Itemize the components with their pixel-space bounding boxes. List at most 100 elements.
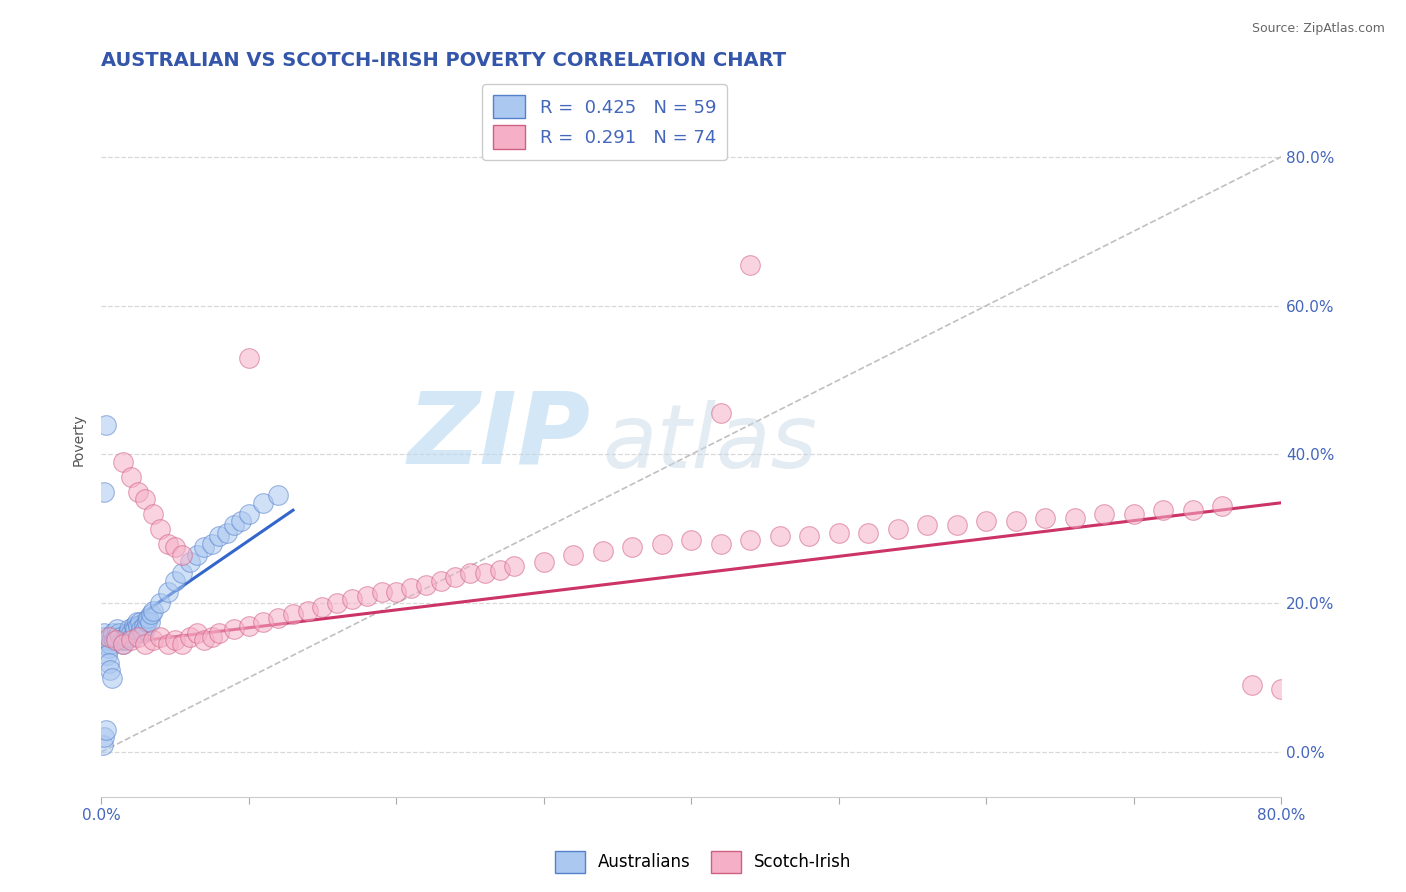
- Point: [172, 637, 194, 651]
- Point: [114, 633, 136, 648]
- Point: [125, 615, 148, 629]
- Point: [156, 537, 179, 551]
- Point: [117, 626, 139, 640]
- Legend: Australians, Scotch-Irish: Australians, Scotch-Irish: [548, 845, 858, 880]
- Point: [134, 491, 156, 506]
- Point: [326, 596, 349, 610]
- Point: [1240, 678, 1263, 692]
- Point: [208, 529, 231, 543]
- Point: [385, 585, 408, 599]
- Text: ZIP: ZIP: [408, 387, 591, 484]
- Point: [142, 507, 165, 521]
- Point: [96, 633, 118, 648]
- Point: [267, 488, 290, 502]
- Point: [97, 640, 120, 655]
- Point: [297, 604, 319, 618]
- Point: [115, 630, 138, 644]
- Point: [97, 656, 120, 670]
- Point: [201, 537, 224, 551]
- Point: [231, 514, 253, 528]
- Point: [710, 407, 733, 421]
- Point: [156, 637, 179, 651]
- Point: [141, 607, 163, 622]
- Point: [710, 537, 733, 551]
- Point: [94, 417, 117, 432]
- Point: [740, 258, 762, 272]
- Point: [107, 622, 129, 636]
- Point: [799, 529, 821, 543]
- Point: [917, 518, 939, 533]
- Point: [740, 533, 762, 547]
- Point: [222, 622, 245, 636]
- Point: [887, 522, 910, 536]
- Point: [621, 541, 644, 555]
- Point: [681, 533, 703, 547]
- Point: [651, 537, 673, 551]
- Point: [93, 484, 115, 499]
- Point: [163, 541, 186, 555]
- Point: [163, 574, 186, 588]
- Point: [1211, 500, 1233, 514]
- Point: [503, 559, 526, 574]
- Point: [96, 648, 118, 663]
- Point: [415, 577, 437, 591]
- Point: [340, 592, 363, 607]
- Point: [356, 589, 378, 603]
- Point: [122, 618, 145, 632]
- Point: [101, 626, 124, 640]
- Point: [121, 630, 143, 644]
- Point: [91, 630, 114, 644]
- Point: [120, 626, 142, 640]
- Point: [1122, 507, 1144, 521]
- Point: [179, 630, 201, 644]
- Point: [120, 633, 142, 648]
- Point: [488, 563, 510, 577]
- Point: [186, 626, 208, 640]
- Y-axis label: Poverty: Poverty: [72, 413, 86, 466]
- Point: [172, 566, 194, 581]
- Point: [201, 630, 224, 644]
- Point: [94, 637, 117, 651]
- Point: [172, 548, 194, 562]
- Point: [976, 514, 998, 528]
- Point: [1270, 681, 1292, 696]
- Point: [769, 529, 792, 543]
- Point: [222, 518, 245, 533]
- Point: [156, 585, 179, 599]
- Point: [1063, 510, 1085, 524]
- Text: Source: ZipAtlas.com: Source: ZipAtlas.com: [1251, 22, 1385, 36]
- Point: [946, 518, 969, 533]
- Point: [858, 525, 880, 540]
- Point: [138, 611, 160, 625]
- Point: [1152, 503, 1174, 517]
- Point: [149, 596, 172, 610]
- Point: [128, 615, 150, 629]
- Point: [124, 622, 146, 636]
- Point: [238, 351, 260, 365]
- Point: [103, 633, 125, 648]
- Point: [127, 484, 149, 499]
- Legend: R =  0.425   N = 59, R =  0.291   N = 74: R = 0.425 N = 59, R = 0.291 N = 74: [482, 84, 727, 160]
- Point: [118, 622, 141, 636]
- Point: [112, 637, 135, 651]
- Point: [592, 544, 614, 558]
- Point: [474, 566, 496, 581]
- Point: [267, 611, 290, 625]
- Point: [163, 633, 186, 648]
- Point: [281, 607, 304, 622]
- Point: [142, 633, 165, 648]
- Point: [252, 615, 274, 629]
- Point: [252, 496, 274, 510]
- Point: [208, 626, 231, 640]
- Text: AUSTRALIAN VS SCOTCH-IRISH POVERTY CORRELATION CHART: AUSTRALIAN VS SCOTCH-IRISH POVERTY CORRE…: [101, 51, 786, 70]
- Point: [131, 626, 153, 640]
- Point: [215, 525, 238, 540]
- Point: [1035, 510, 1057, 524]
- Point: [127, 630, 149, 644]
- Point: [134, 622, 156, 636]
- Point: [100, 630, 122, 644]
- Point: [112, 637, 135, 651]
- Point: [238, 507, 260, 521]
- Point: [100, 671, 122, 685]
- Point: [93, 730, 115, 744]
